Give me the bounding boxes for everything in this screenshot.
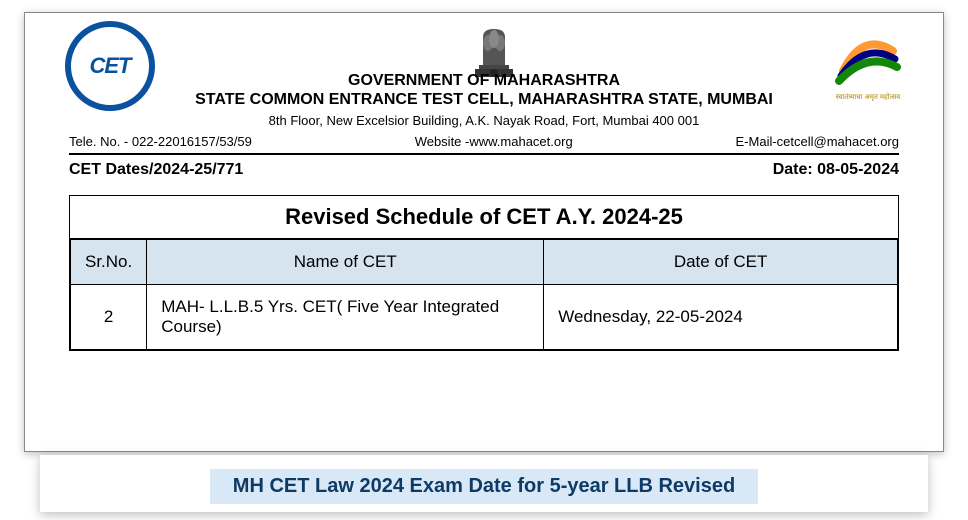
col-date: Date of CET: [544, 240, 898, 285]
email: E-Mail-cetcell@mahacet.org: [736, 134, 899, 149]
schedule-table: Sr.No. Name of CET Date of CET 2 MAH- L.…: [70, 239, 898, 350]
schedule-table-wrap: Revised Schedule of CET A.Y. 2024-25 Sr.…: [69, 195, 899, 351]
gov-line-1: GOVERNMENT OF MAHARASHTRA: [25, 71, 943, 90]
cell-srno: 2: [71, 285, 147, 350]
ref-date: Date: 08-05-2024: [773, 161, 899, 179]
telephone: Tele. No. - 022-22016157/53/59: [69, 134, 252, 149]
website: Website -www.mahacet.org: [415, 134, 573, 149]
cet-logo: CET: [65, 21, 155, 111]
col-name: Name of CET: [147, 240, 544, 285]
reference-row: CET Dates/2024-25/771 Date: 08-05-2024: [69, 161, 899, 179]
headline-card: MH CET Law 2024 Exam Date for 5-year LLB…: [40, 455, 928, 512]
contact-row: Tele. No. - 022-22016157/53/59 Website -…: [69, 134, 899, 155]
tricolor-caption: स्वातंत्र्याचा अमृत महोत्सव: [833, 93, 903, 102]
cell-name: MAH- L.L.B.5 Yrs. CET( Five Year Integra…: [147, 285, 544, 350]
cell-date: Wednesday, 22-05-2024: [544, 285, 898, 350]
cet-logo-text: CET: [90, 53, 131, 79]
headline-text: MH CET Law 2024 Exam Date for 5-year LLB…: [210, 469, 758, 504]
table-header-row: Sr.No. Name of CET Date of CET: [71, 240, 898, 285]
col-srno: Sr.No.: [71, 240, 147, 285]
document-page: CET स्वातंत्र्याचा अमृत महोत्सव: [24, 12, 944, 452]
gov-line-2: STATE COMMON ENTRANCE TEST CELL, MAHARAS…: [25, 90, 943, 109]
header-text: GOVERNMENT OF MAHARASHTRA STATE COMMON E…: [25, 71, 943, 128]
ref-number: CET Dates/2024-25/771: [69, 161, 243, 179]
table-row: 2 MAH- L.L.B.5 Yrs. CET( Five Year Integ…: [71, 285, 898, 350]
schedule-title: Revised Schedule of CET A.Y. 2024-25: [70, 196, 898, 239]
address-line: 8th Floor, New Excelsior Building, A.K. …: [25, 113, 943, 128]
tricolor-logo: स्वातंत्र्याचा अमृत महोत्सव: [833, 21, 903, 102]
